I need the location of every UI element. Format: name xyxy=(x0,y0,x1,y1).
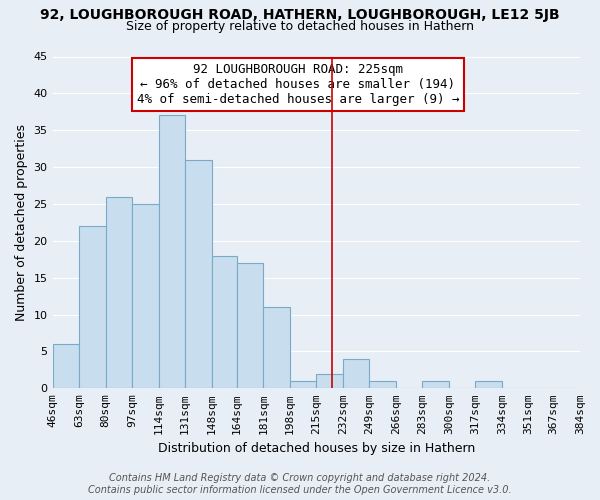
X-axis label: Distribution of detached houses by size in Hathern: Distribution of detached houses by size … xyxy=(158,442,475,455)
Bar xyxy=(185,160,212,388)
Bar xyxy=(263,307,290,388)
Y-axis label: Number of detached properties: Number of detached properties xyxy=(15,124,28,321)
Text: Contains HM Land Registry data © Crown copyright and database right 2024.
Contai: Contains HM Land Registry data © Crown c… xyxy=(88,474,512,495)
Bar xyxy=(53,344,79,389)
Bar xyxy=(79,226,106,388)
Bar xyxy=(370,381,396,388)
Bar xyxy=(212,256,236,388)
Text: Size of property relative to detached houses in Hathern: Size of property relative to detached ho… xyxy=(126,20,474,33)
Text: 92 LOUGHBOROUGH ROAD: 225sqm
← 96% of detached houses are smaller (194)
4% of se: 92 LOUGHBOROUGH ROAD: 225sqm ← 96% of de… xyxy=(137,63,459,106)
Bar xyxy=(132,204,158,388)
Bar xyxy=(343,359,370,388)
Bar xyxy=(475,381,502,388)
Bar xyxy=(236,263,263,388)
Bar xyxy=(316,374,343,388)
Bar xyxy=(290,381,316,388)
Text: 92, LOUGHBOROUGH ROAD, HATHERN, LOUGHBOROUGH, LE12 5JB: 92, LOUGHBOROUGH ROAD, HATHERN, LOUGHBOR… xyxy=(40,8,560,22)
Bar xyxy=(158,116,185,388)
Bar xyxy=(106,196,132,388)
Bar xyxy=(422,381,449,388)
